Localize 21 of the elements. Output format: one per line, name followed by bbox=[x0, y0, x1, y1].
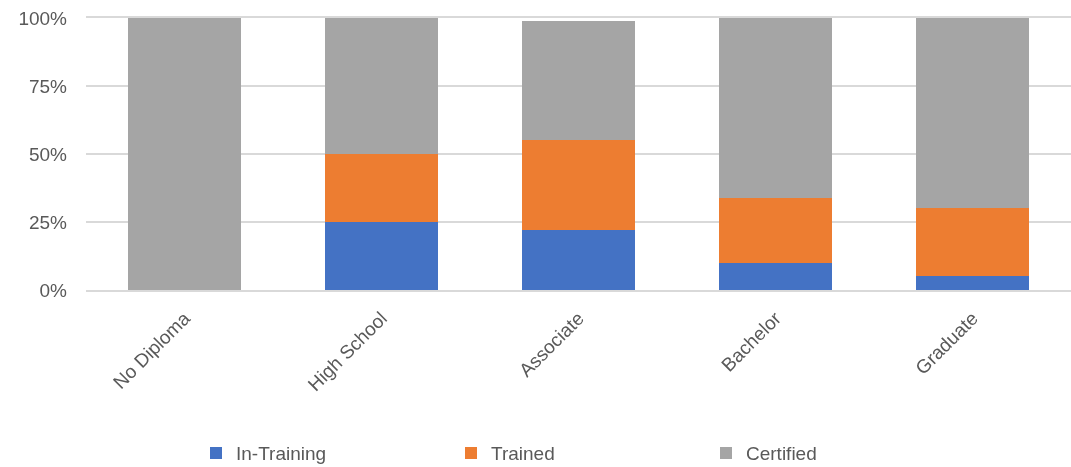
bar bbox=[325, 18, 438, 154]
legend-label: In-Training bbox=[236, 443, 327, 465]
bar bbox=[325, 154, 438, 222]
legend-label: Trained bbox=[491, 443, 555, 465]
y-tick-label: 25% bbox=[28, 211, 68, 233]
bar bbox=[916, 18, 1029, 209]
bar bbox=[522, 230, 635, 290]
legend-label: Certified bbox=[746, 443, 817, 465]
y-tick-label: 100% bbox=[18, 7, 68, 29]
bar bbox=[916, 208, 1029, 277]
bar bbox=[325, 222, 438, 290]
bar bbox=[522, 140, 635, 231]
bar bbox=[128, 18, 241, 290]
bar bbox=[719, 18, 832, 198]
y-tick-label: 0% bbox=[39, 279, 68, 301]
y-tick-label: 50% bbox=[28, 143, 68, 165]
bar bbox=[522, 20, 635, 141]
bar bbox=[916, 276, 1029, 290]
bar bbox=[719, 262, 832, 290]
bar bbox=[719, 197, 832, 263]
y-tick-label: 75% bbox=[28, 75, 68, 97]
